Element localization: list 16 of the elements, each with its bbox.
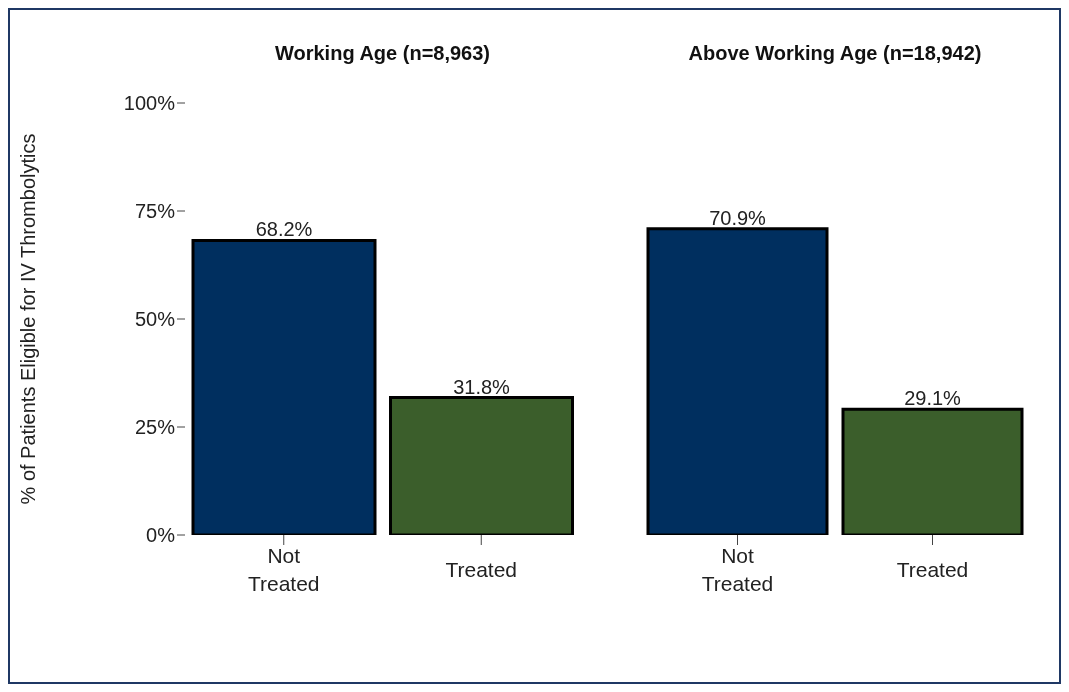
data-label: 68.2% <box>255 218 313 241</box>
y-axis-title: % of Patients Eligible for IV Thrombolytics <box>17 133 40 505</box>
x-tick-label: Treated <box>896 558 969 581</box>
y-tick-label: 50% <box>134 308 176 331</box>
y-tick-label: 0% <box>146 524 176 547</box>
data-label: 31.8% <box>453 375 511 398</box>
x-tick-label: Not Treated <box>701 544 774 595</box>
y-tick-label: 100% <box>123 92 176 115</box>
data-label: 70.9% <box>709 206 767 229</box>
chart-title: Above Working Age (n=18,942) <box>687 42 983 65</box>
x-tick-label: Not Treated <box>247 544 320 595</box>
data-label: 29.1% <box>904 387 962 410</box>
chart-title: Working Age (n=8,963) <box>273 42 492 65</box>
x-tick-label: Treated <box>445 558 518 581</box>
y-tick-label: 25% <box>134 416 176 439</box>
y-tick-label: 75% <box>134 200 176 223</box>
